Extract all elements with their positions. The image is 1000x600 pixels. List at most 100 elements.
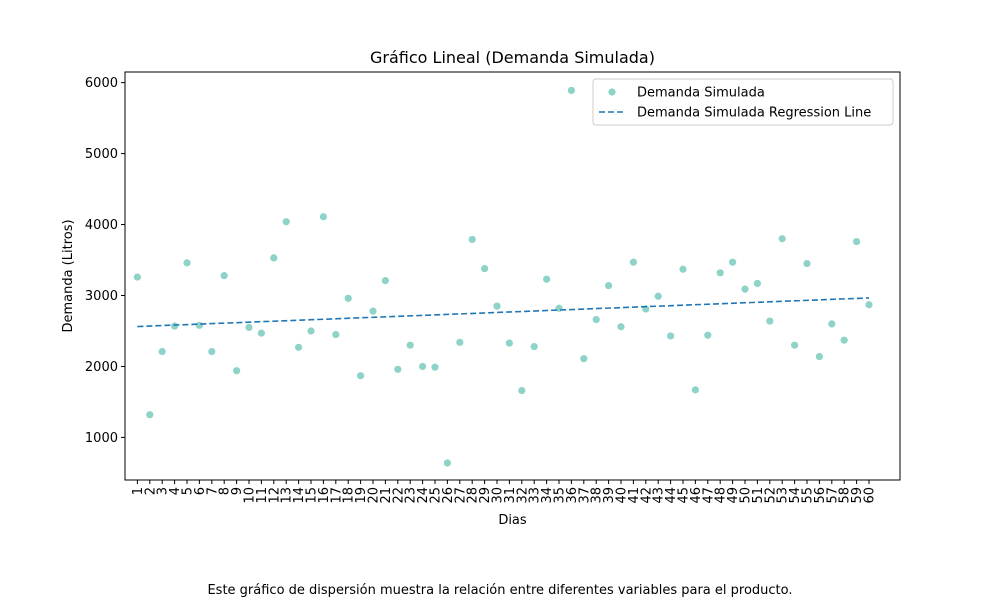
x-tick-label: 51 [751, 487, 766, 504]
plot-area [124, 71, 901, 481]
y-tick-label: 3000 [85, 289, 118, 304]
data-point [245, 323, 253, 332]
x-tick-label: 26 [441, 487, 456, 504]
x-tick-label: 28 [466, 487, 481, 504]
data-point [394, 365, 402, 373]
x-tick-label: 47 [701, 487, 716, 504]
x-tick-label: 22 [391, 487, 406, 504]
x-tick-label: 36 [565, 487, 580, 504]
data-point [605, 281, 613, 290]
data-point [741, 285, 749, 293]
data-point [344, 294, 352, 302]
data-point [580, 355, 588, 363]
x-tick-label: 38 [590, 487, 605, 504]
x-tick-label: 41 [627, 487, 642, 504]
x-tick-label: 20 [367, 487, 382, 504]
x-tick-label: 40 [615, 487, 630, 504]
data-point [828, 320, 836, 328]
data-point [815, 352, 824, 361]
legend-box [592, 78, 894, 126]
data-point [282, 218, 290, 226]
x-tick-label: 34 [540, 487, 555, 504]
data-point [505, 339, 513, 347]
data-point [567, 86, 576, 95]
x-tick-label: 9 [230, 487, 245, 495]
data-point [146, 411, 154, 419]
data-point [307, 327, 315, 335]
data-point [406, 341, 414, 349]
data-point [791, 341, 799, 349]
legend: Demanda Simulada Demanda Simulada Regress… [592, 78, 894, 126]
x-tick-label: 33 [528, 487, 543, 504]
scatter-series [133, 86, 873, 467]
x-tick-label: 27 [453, 487, 468, 504]
chart-caption: Este gráfico de dispersión muestra la re… [207, 583, 793, 598]
x-tick-label: 11 [255, 487, 270, 504]
data-point [667, 332, 675, 340]
x-tick-label: 8 [218, 487, 233, 495]
x-tick-label: 7 [205, 487, 220, 495]
data-point [716, 269, 724, 277]
x-tick-label: 53 [776, 487, 791, 504]
data-point [481, 264, 489, 273]
x-tick-label: 56 [813, 487, 828, 504]
x-tick-label: 55 [801, 487, 816, 504]
x-tick-label: 49 [726, 487, 741, 504]
x-tick-label: 52 [763, 487, 778, 504]
x-tick-label: 10 [243, 487, 258, 504]
chart-title: Gráfico Lineal (Demanda Simulada) [370, 48, 655, 67]
data-point [679, 265, 687, 273]
x-tick-label: 46 [689, 487, 704, 504]
x-tick-label: 21 [379, 487, 394, 504]
y-tick-label: 6000 [85, 76, 118, 91]
data-point [220, 272, 228, 280]
data-point [233, 367, 241, 375]
legend-label: Demanda Simulada [637, 86, 765, 101]
y-axis: 1000 2000 3000 4000 5000 6000 [85, 76, 125, 446]
x-tick-label: 37 [577, 487, 592, 504]
x-tick-label: 2 [143, 487, 158, 495]
x-tick-label: 43 [652, 487, 667, 504]
data-point [183, 259, 191, 267]
data-point [381, 277, 389, 285]
data-point [853, 237, 861, 246]
data-point [357, 372, 365, 380]
data-point [431, 363, 439, 371]
data-point [753, 279, 762, 288]
x-tick-label: 25 [429, 487, 444, 504]
y-tick-label: 2000 [85, 360, 118, 375]
data-point [257, 329, 265, 337]
data-point [295, 343, 303, 351]
x-tick-label: 60 [863, 487, 878, 504]
plot-frame [124, 71, 901, 481]
y-tick-label: 5000 [85, 147, 118, 162]
x-tick-label: 6 [193, 487, 208, 495]
x-tick-label: 4 [168, 487, 183, 495]
y-tick-label: 4000 [85, 218, 118, 233]
x-tick-label: 15 [305, 487, 320, 504]
x-tick-label: 19 [354, 487, 369, 504]
legend-label: Demanda Simulada Regression Line [637, 106, 871, 121]
x-tick-label: 50 [739, 487, 754, 504]
data-point [208, 347, 216, 356]
x-axis: 1234567891011121314151617181920212223242… [131, 480, 878, 504]
data-point [617, 323, 625, 331]
data-point [691, 386, 700, 394]
data-point [778, 235, 786, 243]
x-tick-label: 32 [515, 487, 530, 504]
data-point [468, 235, 476, 244]
x-tick-label: 24 [416, 487, 431, 504]
data-point [369, 307, 377, 315]
x-tick-label: 35 [553, 487, 568, 504]
y-axis-label: Demanda (Litros) [61, 219, 76, 332]
x-tick-label: 18 [342, 487, 357, 504]
x-tick-label: 5 [181, 487, 196, 495]
data-point [419, 362, 427, 371]
legend-marker [608, 88, 616, 96]
data-point [443, 459, 451, 467]
x-axis-label: Dias [498, 513, 527, 528]
x-tick-label: 42 [639, 487, 654, 504]
x-tick-label: 1 [131, 487, 146, 495]
data-point [518, 386, 526, 395]
